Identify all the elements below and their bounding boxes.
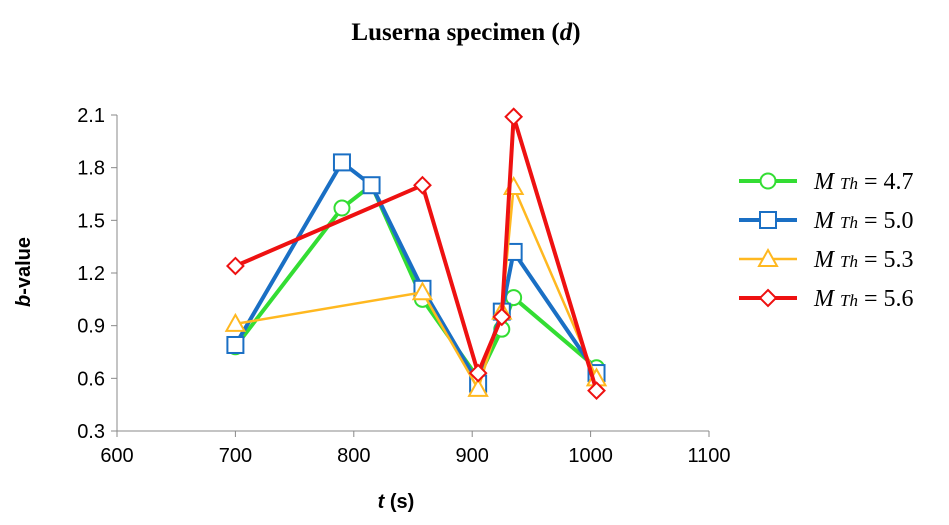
x-tick-label: 900 [456,445,489,467]
legend-label-value: = 5.0 [858,208,914,234]
x-tick-label: 1100 [687,445,730,467]
chart-title: Luserna specimen (d) [351,19,580,46]
y-tick-label: 1.8 [77,158,105,180]
data-point-diamond [413,175,432,195]
legend-label-symbol: M [813,169,840,195]
y-tick-label: 0.3 [77,421,105,443]
data-point-square [362,176,381,195]
legend-label: M Th = 4.7 [813,169,914,195]
data-point-diamond [225,256,245,276]
chart-title-paren-close: ) [572,19,580,46]
legend-label: M Th = 5.6 [813,286,914,312]
y-axis-label-symbol: b [13,295,35,307]
chart-title-suffix: d [560,19,573,46]
series-line [234,114,599,392]
legend-item: M Th = 4.7 [739,169,914,195]
data-point-diamond [504,107,524,127]
legend-label-subscript: Th [840,174,858,193]
chart-title-paren-open: ( [545,19,560,46]
y-axis-label: b-value [13,237,35,307]
legend-swatch-marker [759,172,777,190]
legend-item: M Th = 5.0 [739,208,914,234]
x-axis-label-symbol: t [378,491,386,513]
legend-label-symbol: M [813,286,840,312]
data-point-triangle [224,312,247,332]
legend-label-subscript: Th [840,291,858,310]
legend-label-value: = 5.3 [858,247,914,273]
legend-label: M Th = 5.0 [813,208,914,234]
data-point-diamond [587,381,606,401]
x-axis-label-unit: (s) [390,491,414,513]
legend-label: M Th = 5.3 [813,247,914,273]
x-tick-label: 600 [100,445,133,467]
data-point-triangle [467,377,489,397]
data-point-square [226,335,245,354]
data-point-diamond [492,307,512,327]
y-tick-label: 0.9 [77,316,105,338]
data-point-triangle [411,281,434,301]
legend-label-symbol: M [813,247,840,273]
legend-item: M Th = 5.6 [739,286,914,312]
legend-swatch-marker [758,288,778,308]
data-point-diamond [468,363,488,383]
data-point-square [332,153,351,172]
y-tick-label: 1.2 [77,263,105,285]
legend-label-subscript: Th [840,213,858,232]
x-tick-label: 700 [219,445,252,467]
y-axis-label-suffix: -value [13,237,35,295]
data-point-circle [333,199,351,217]
chart-title-main: Luserna specimen [351,19,545,46]
legend-swatch-marker [759,211,777,229]
x-axis-label: t (s) [378,491,415,513]
y-tick-label: 0.6 [77,368,105,390]
y-tick-label: 1.5 [77,210,105,232]
x-tick-label: 800 [337,445,370,467]
legend-label-value: = 5.6 [858,286,914,312]
axes: 0.3 0.6 0.9 1.2 1.5 1.8 2.1 600 700 800 900 1000 110… [77,105,730,467]
legend: M Th = 4.7M Th = 5.0M Th = 5.3M Th = 5.6 [739,169,914,312]
legend-label-subscript: Th [840,252,858,271]
series-layer [224,107,608,401]
legend-label-value: = 4.7 [858,169,914,195]
series-line [235,185,598,391]
legend-item: M Th = 5.3 [739,247,914,273]
x-tick-label: 1000 [568,445,613,467]
legend-swatch-marker [757,247,779,267]
series-diamond [225,107,606,401]
y-tick-label: 2.1 [77,105,105,127]
legend-label-symbol: M [813,208,840,234]
